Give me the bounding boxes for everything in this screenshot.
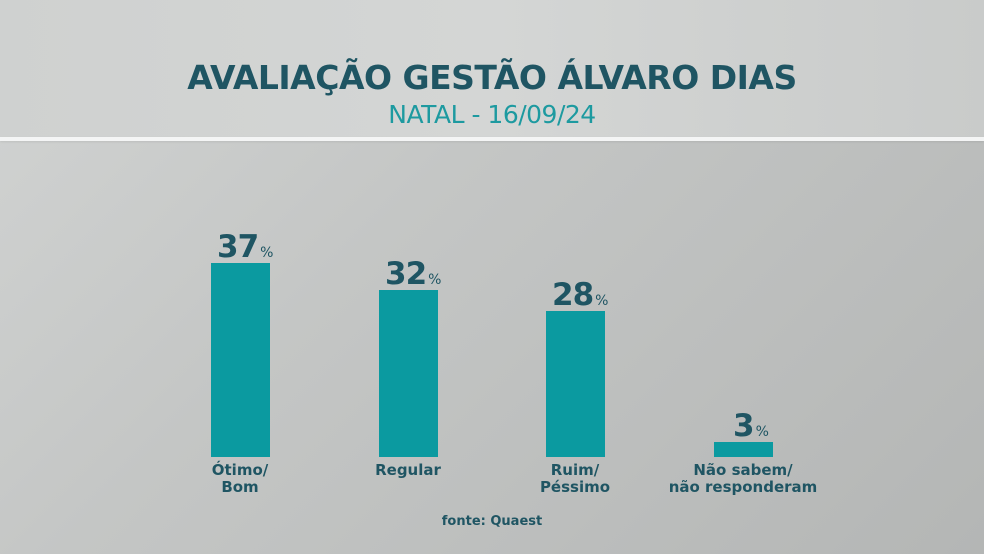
- bar-value-otimo-bom: 37%: [217, 229, 274, 265]
- chart-title: AVALIAÇÃO GESTÃO ÁLVARO DIAS: [187, 58, 797, 97]
- bar-regular: [379, 290, 438, 457]
- source-note: fonte: Quaest: [441, 514, 543, 529]
- category-label-ruim-pessimo: Ruim/Péssimo: [539, 461, 611, 496]
- category-label-nao-sabem: Não sabem/não responderam: [668, 461, 818, 496]
- header: [0, 0, 984, 137]
- header-divider: [0, 137, 984, 141]
- bar-value-regular: 32%: [385, 256, 442, 292]
- chart-subtitle: NATAL - 16/09/24: [388, 100, 596, 129]
- bar-nao-sabem: [714, 442, 773, 457]
- bar-value-nao-sabem: 3%: [733, 408, 769, 444]
- bar-ruim-pessimo: [546, 311, 605, 457]
- bar-otimo-bom: [211, 263, 270, 457]
- category-label-regular: Regular: [375, 461, 441, 479]
- bar-value-ruim-pessimo: 28%: [552, 277, 609, 313]
- category-label-otimo-bom: Ótimo/Bom: [211, 461, 269, 496]
